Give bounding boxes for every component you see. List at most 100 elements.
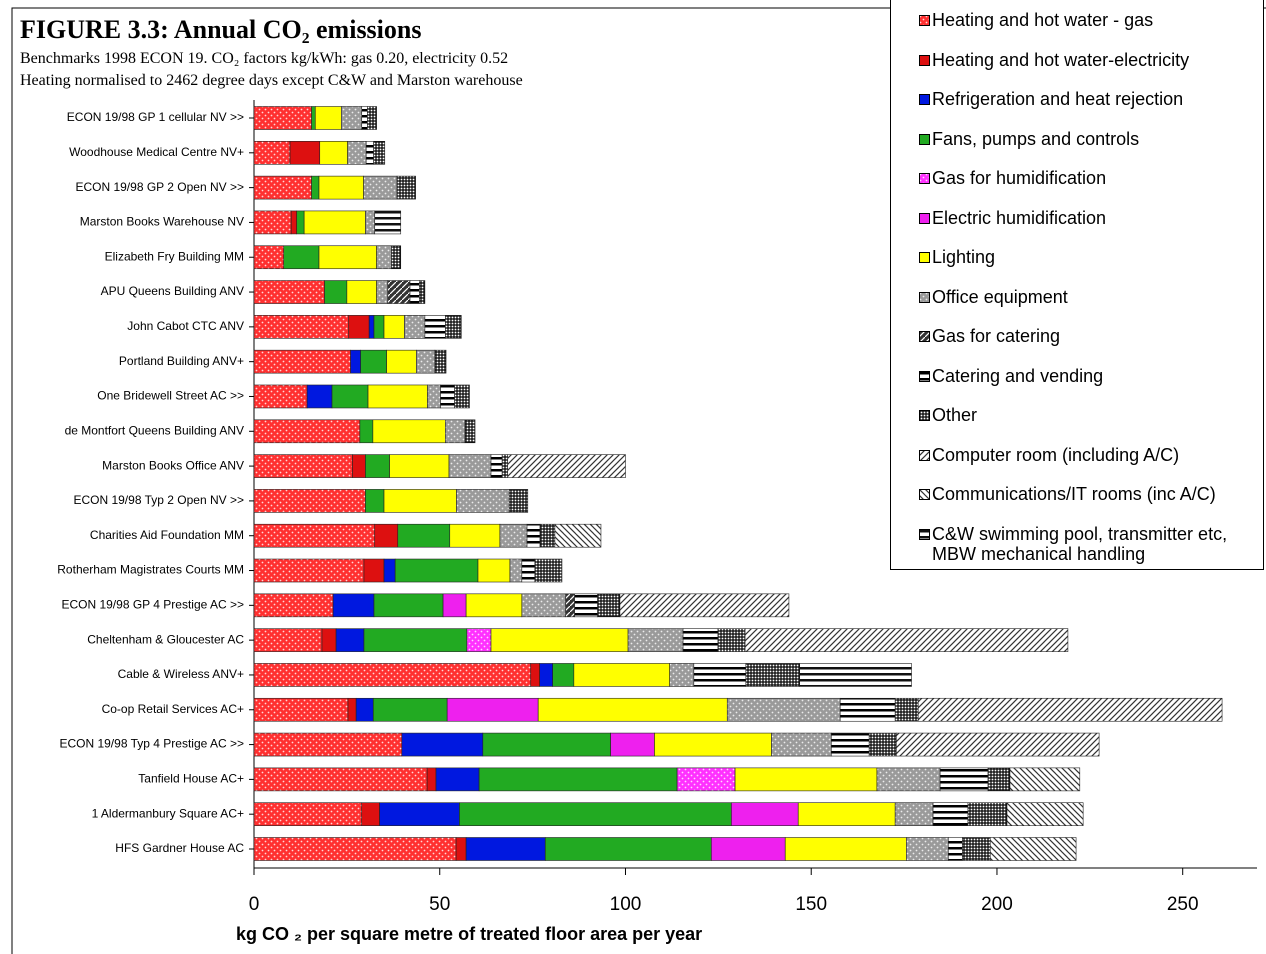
bar-segment <box>967 802 1008 826</box>
bar-segment <box>989 837 1077 861</box>
bar-segment <box>537 697 728 722</box>
bar-segment <box>693 663 747 687</box>
bar-segment <box>318 245 377 270</box>
legend-label: Heating and hot water-electricity <box>932 49 1190 70</box>
category-label: HFS Gardner House AC <box>115 841 244 855</box>
bar-segment <box>669 663 695 687</box>
category-label: Tanfield House AC+ <box>138 772 244 786</box>
category-label: ECON 19/98 Typ 2 Open NV >> <box>73 493 244 507</box>
legend-label: Refrigeration and heat rejection <box>932 89 1184 109</box>
bar-segment <box>717 628 746 652</box>
bar-segment <box>376 280 389 304</box>
bar-segment <box>346 280 377 304</box>
bar-segment <box>465 837 546 861</box>
bar-segment <box>373 593 444 618</box>
bar-segment <box>379 802 460 826</box>
bar-segment <box>868 732 897 757</box>
category-label: Charities Aid Foundation MM <box>90 528 244 542</box>
bar-segment <box>932 802 969 826</box>
bar-segment <box>465 593 523 618</box>
bar-segment <box>876 767 941 792</box>
bar-segment <box>253 593 334 618</box>
x-tick-label: 100 <box>610 894 642 915</box>
bar-segment <box>446 697 539 722</box>
legend-item: Catering and vending <box>919 366 1255 406</box>
legend-swatch <box>919 133 930 145</box>
bar-segment <box>830 732 870 757</box>
bar-segment <box>331 384 369 409</box>
legend-swatch <box>919 449 930 461</box>
bar-segment <box>987 767 1011 792</box>
bar-segment <box>574 593 598 618</box>
bar-segment <box>710 837 786 861</box>
legend-swatch <box>919 291 930 303</box>
legend-label: Lighting <box>932 247 996 267</box>
bar-segment <box>373 141 386 165</box>
legend-item: Electric humidification <box>919 208 1255 248</box>
category-label: Rotherham Magistrates Courts MM <box>57 563 244 577</box>
bar-segment <box>383 558 396 583</box>
bar-segment <box>490 454 503 478</box>
subtitle: Heating normalised to 2462 degree days e… <box>20 72 523 89</box>
bar-segment <box>745 663 801 687</box>
bar-segment <box>290 210 298 235</box>
bar-segment <box>367 384 428 409</box>
bar-segment <box>348 315 370 339</box>
bar-segment <box>253 767 428 792</box>
bar-segment <box>490 628 629 652</box>
bar-segment <box>539 523 556 548</box>
bar-segment <box>573 663 670 687</box>
legend-item: Communications/IT rooms (inc A/C) <box>919 484 1255 524</box>
bar-segment <box>454 384 470 409</box>
category-label: John Cabot CTC ANV <box>127 319 244 333</box>
bar-segment <box>445 419 466 444</box>
bar-segment <box>654 732 772 757</box>
bar-segment <box>363 628 468 652</box>
bar-segment <box>303 210 366 235</box>
bar-segment <box>427 384 441 409</box>
category-label: Marston Books Office ANV <box>102 458 244 472</box>
bar-segment <box>372 419 446 444</box>
category-label: ECON 19/98 GP 2 Open NV >> <box>75 180 244 194</box>
bar-segment <box>394 558 479 583</box>
bar-segment <box>619 593 790 618</box>
bar-segment <box>332 593 375 618</box>
bar-segment <box>363 558 385 583</box>
legend-item: Gas for humidification <box>919 168 1255 208</box>
legend-item: C&W swimming pool, transmitter etc, MBW … <box>919 524 1255 564</box>
bar-segment <box>283 245 320 270</box>
legend-swatch <box>919 54 930 66</box>
bar-segment <box>521 593 566 618</box>
bar-segment <box>253 732 403 757</box>
bar-segment <box>734 767 878 792</box>
bar-segment <box>396 175 416 200</box>
bar-segment <box>906 837 949 861</box>
bar-segment <box>253 697 349 722</box>
legend-label: Other <box>932 405 978 425</box>
legend-item: Heating and hot water - gas <box>919 10 1255 50</box>
legend-label: Heating and hot water - gas <box>932 10 1154 30</box>
legend-item: Gas for catering <box>919 326 1255 366</box>
bar-segment <box>372 697 448 722</box>
bar-segment <box>391 245 402 270</box>
legend-label: Gas for humidification <box>932 168 1107 188</box>
bar-segment <box>442 593 467 618</box>
x-tick-label: 250 <box>1167 894 1199 915</box>
bar-segment <box>521 558 536 583</box>
bar-segment <box>627 628 684 652</box>
legend-swatch <box>919 173 930 184</box>
bar-segment <box>784 837 907 861</box>
bar-segment <box>509 558 523 583</box>
category-label: Elizabeth Fry Building MM <box>105 249 244 263</box>
bar-segment <box>321 628 337 652</box>
bar-segment <box>347 141 367 165</box>
category-label: ECON 19/98 GP 1 cellular NV >> <box>67 110 244 124</box>
bar-segment <box>554 523 602 548</box>
bar-segment <box>459 802 732 826</box>
legend-swatch <box>919 15 930 26</box>
legend-label: Electric humidification <box>932 207 1107 228</box>
bar-segment <box>610 732 655 757</box>
legend-swatch <box>919 212 930 224</box>
bar-segment <box>440 384 455 409</box>
bar-segment <box>426 767 437 792</box>
